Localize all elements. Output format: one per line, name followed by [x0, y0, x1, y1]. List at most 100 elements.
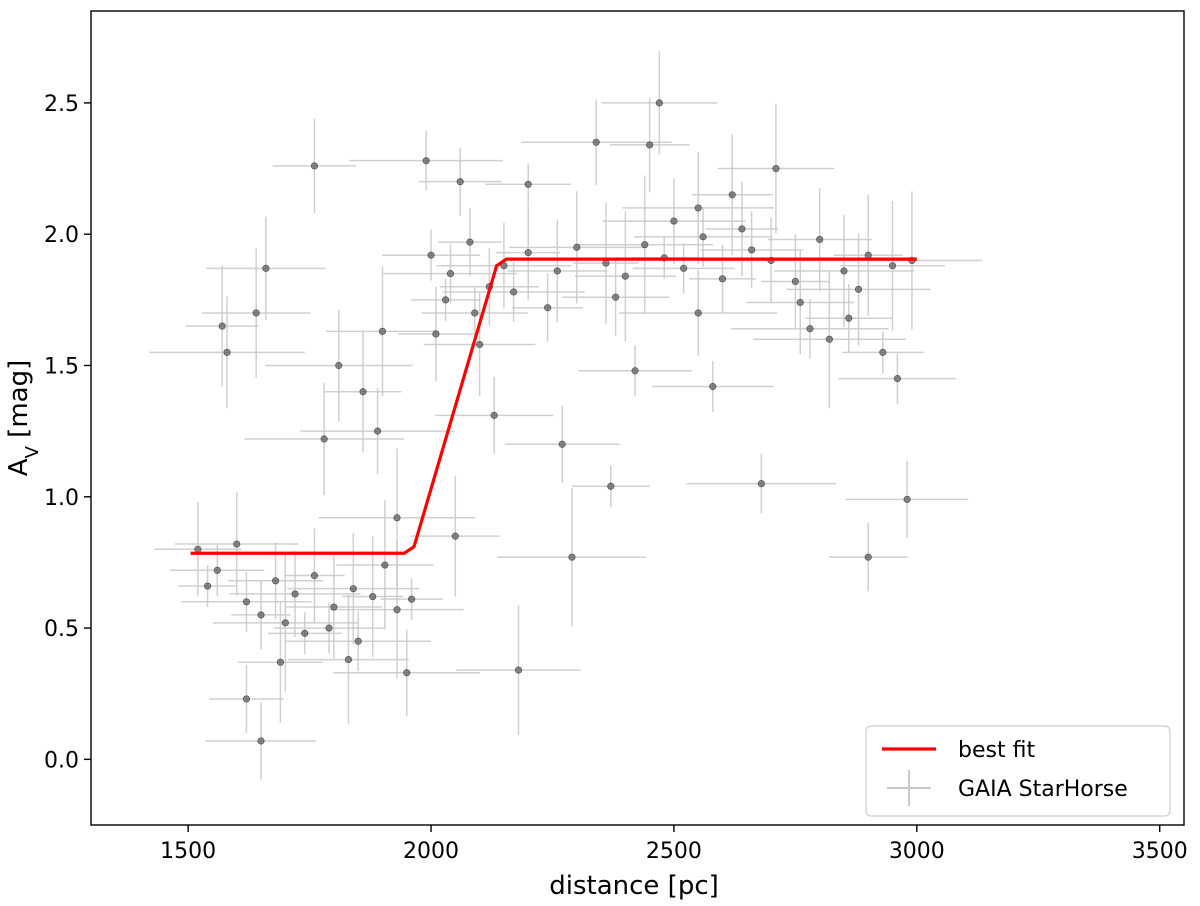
- data-point: [524, 248, 532, 257]
- data-point: [694, 204, 702, 212]
- x-tick-label: 2500: [646, 839, 702, 864]
- data-point: [393, 514, 401, 522]
- data-point: [514, 666, 523, 674]
- y-tick-label: 0.0: [44, 748, 79, 773]
- x-axis-ticks: 1500 2000 2500 3000 3500: [160, 825, 1188, 864]
- data-point: [359, 388, 367, 396]
- legend-box: [865, 725, 1171, 817]
- data-point: [621, 272, 629, 280]
- data-point: [218, 322, 226, 330]
- data-point: [262, 264, 270, 272]
- data-point: [369, 592, 377, 601]
- data-point: [718, 275, 727, 283]
- y-axis-label-subscript: V: [22, 445, 43, 458]
- data-point: [646, 141, 654, 149]
- data-point: [281, 619, 289, 627]
- data-point: [680, 264, 688, 272]
- data-point: [791, 277, 799, 286]
- data-point: [403, 669, 411, 677]
- data-point: [446, 269, 455, 278]
- data-point: [709, 382, 717, 391]
- data-point: [490, 411, 498, 419]
- x-tick-label: 2000: [403, 839, 459, 864]
- data-point: [271, 577, 280, 585]
- data-point: [641, 241, 649, 249]
- data-point: [257, 737, 265, 745]
- plot-frame: [90, 10, 1185, 826]
- data-point: [796, 298, 804, 307]
- data-point: [893, 375, 901, 383]
- data-point: [466, 238, 474, 246]
- data-point: [694, 309, 702, 317]
- data-point: [524, 180, 532, 188]
- data-point: [330, 603, 338, 611]
- data-point: [378, 327, 387, 335]
- data-point: [903, 495, 911, 503]
- x-tick-label: 1500: [160, 839, 216, 864]
- data-point: [242, 695, 251, 703]
- data-point: [864, 553, 872, 561]
- data-point: [276, 658, 285, 666]
- data-point: [374, 427, 382, 435]
- data-point: [592, 138, 600, 146]
- y-axis-label-unit: [mag]: [4, 360, 34, 446]
- best-fit-line: [190, 257, 917, 555]
- data-point: [310, 571, 319, 580]
- data-point: [553, 267, 561, 275]
- legend-best-fit-label: best fit: [958, 738, 1035, 763]
- data-point: [257, 611, 265, 619]
- data-point: [607, 482, 615, 490]
- data-point: [456, 178, 464, 186]
- data-point: [879, 348, 887, 356]
- data-point: [432, 330, 440, 338]
- data-point: [381, 561, 389, 569]
- data-point: [888, 262, 897, 270]
- data-point: [806, 325, 814, 333]
- data-point: [854, 285, 863, 293]
- y-axis-ticks: 0.0 0.5 1.0 1.5 2.0 2.5: [44, 92, 91, 773]
- data-point: [354, 637, 362, 645]
- legend: best fit GAIA StarHorse: [865, 725, 1171, 817]
- data-point: [349, 585, 357, 593]
- data-point: [393, 606, 401, 614]
- x-tick-label: 3000: [889, 839, 945, 864]
- data-point: [840, 267, 848, 275]
- data-point: [510, 288, 518, 296]
- data-point: [252, 309, 260, 317]
- y-tick-label: 2.5: [44, 92, 79, 117]
- data-point: [757, 480, 765, 488]
- data-point: [825, 335, 833, 343]
- data-point: [310, 162, 319, 170]
- data-point: [602, 259, 610, 267]
- data-point: [738, 225, 746, 233]
- data-point: [748, 246, 756, 254]
- data-point: [845, 314, 853, 322]
- data-point: [558, 440, 566, 448]
- data-point: [223, 348, 231, 356]
- data-point: [612, 293, 620, 301]
- y-tick-label: 2.0: [44, 223, 79, 248]
- data-point: [631, 367, 639, 375]
- data-point: [213, 566, 221, 574]
- y-axis-label: AV [mag]: [4, 360, 43, 476]
- data-point: [864, 251, 872, 259]
- data-point: [422, 157, 430, 165]
- data-point: [544, 304, 552, 312]
- y-axis-label-main: A: [4, 458, 34, 476]
- data-point: [344, 655, 353, 664]
- legend-starhorse-swatch: [887, 770, 931, 806]
- x-axis-label: distance [pc]: [549, 871, 719, 901]
- data-point: [301, 629, 309, 637]
- data-point: [194, 545, 202, 553]
- y-tick-label: 1.5: [44, 354, 79, 379]
- y-tick-label: 0.5: [44, 617, 79, 642]
- data-point: [568, 553, 576, 561]
- data-point: [728, 191, 736, 199]
- data-point: [816, 235, 824, 244]
- data-point: [408, 595, 416, 603]
- data-point: [242, 598, 251, 606]
- data-point: [320, 435, 328, 443]
- data-point: [233, 540, 241, 548]
- data-point: [442, 296, 450, 304]
